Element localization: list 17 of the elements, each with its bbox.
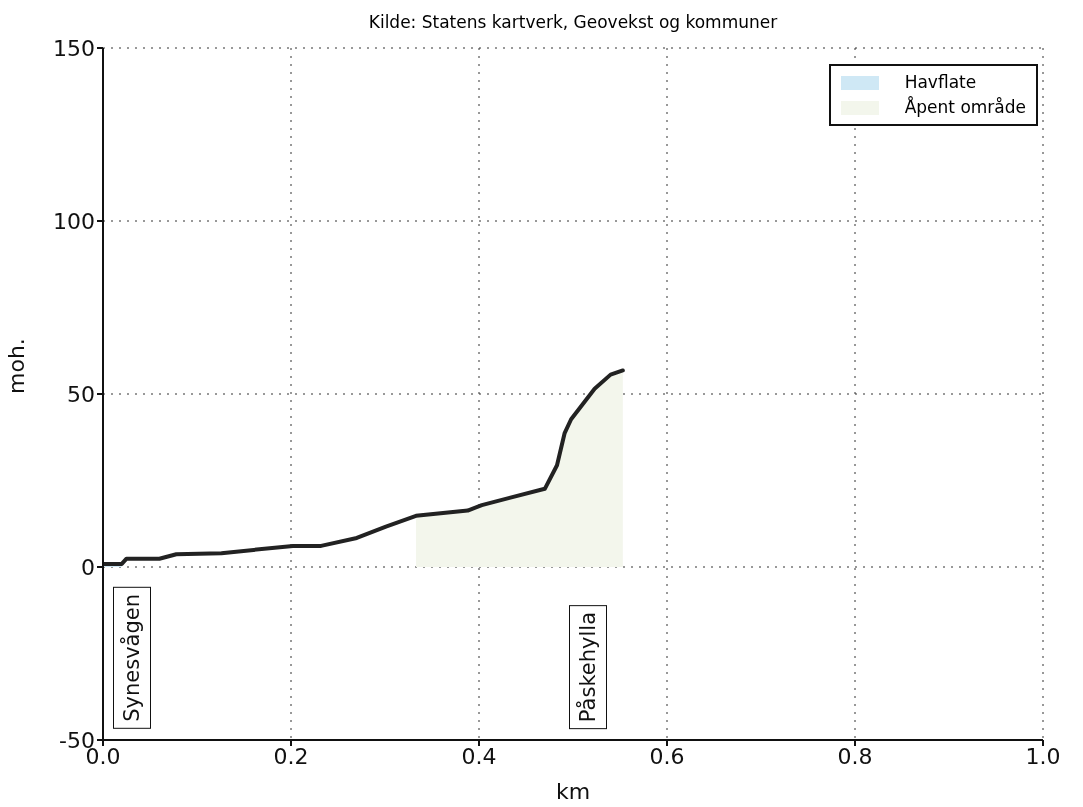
line-series [103, 368, 625, 566]
x-tick-label: 0.8 [837, 743, 873, 769]
x-tick-label: 1.0 [1025, 743, 1061, 769]
legend-label: Havflate [904, 71, 977, 94]
x-axis-title: km [555, 779, 591, 804]
x-tick-label: 0.4 [461, 743, 497, 769]
y-tick-label: 0 [81, 554, 95, 580]
x-tick-label: 0.6 [649, 743, 685, 769]
annotation: Påskehylla [569, 604, 607, 729]
chart-title: Kilde: Statens kartverk, Geovekst og kommuner [367, 12, 779, 32]
y-tick-label: 50 [67, 381, 95, 407]
x-tick-label: 0.2 [273, 743, 309, 769]
legend-label: Åpent område [904, 95, 1026, 119]
y-tick-label: 100 [53, 208, 95, 234]
y-tick-label: 150 [53, 35, 95, 61]
y-axis-title: moh. [3, 338, 29, 394]
annotation: Synesvågen [113, 587, 151, 729]
